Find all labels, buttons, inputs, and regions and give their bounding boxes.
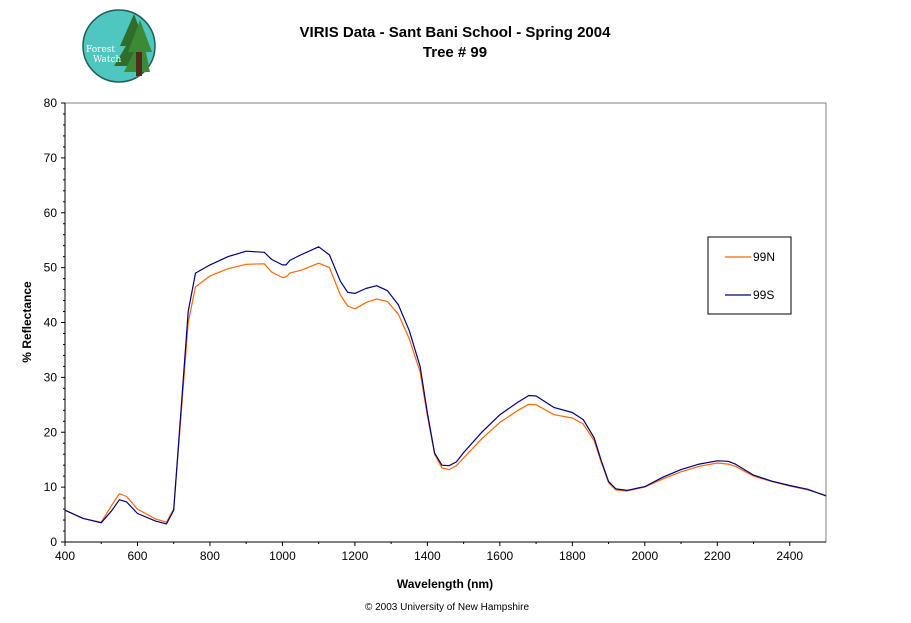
chart-subtitle: Tree # 99 [423,44,487,61]
y-tick-label: 80 [44,96,58,110]
chart-title: VIRIS Data - Sant Bani School - Spring 2… [300,24,612,41]
copyright-footer: © 2003 University of New Hampshire [365,602,530,613]
y-axis-label: % Reflectance [20,281,34,363]
y-tick-label: 60 [44,206,58,220]
x-tick-label: 1000 [269,549,296,563]
logo-text-forest: Forest [86,45,115,55]
x-tick-label: 1600 [487,549,514,563]
x-tick-label: 1200 [342,549,369,563]
x-tick-label: 1800 [559,549,586,563]
forest-watch-logo: Forest Watch [82,9,156,83]
x-tick-label: 600 [127,549,147,563]
x-tick-label: 2400 [776,549,803,563]
y-tick-label: 50 [44,261,58,275]
y-tick-label: 10 [44,480,58,494]
logo-text-watch: Watch [93,55,121,65]
legend-label-99N: 99N [753,250,775,264]
series-line-99S [64,246,827,525]
y-tick-label: 70 [44,151,58,165]
x-tick-label: 2000 [631,549,658,563]
x-tick-label: 800 [200,549,220,563]
y-tick-label: 40 [44,316,58,330]
legend: 99N 99S [707,236,792,315]
x-tick-label: 2200 [704,549,731,563]
x-axis-label: Wavelength (nm) [397,577,493,591]
legend-label-99S: 99S [753,288,774,302]
legend-box [707,236,792,315]
x-tick-label: 1400 [414,549,441,563]
y-tick-label: 30 [44,370,58,384]
plot-area [64,102,827,543]
x-tick-label: 400 [55,549,75,563]
y-tick-label: 0 [50,535,57,549]
y-tick-label: 20 [44,425,58,439]
